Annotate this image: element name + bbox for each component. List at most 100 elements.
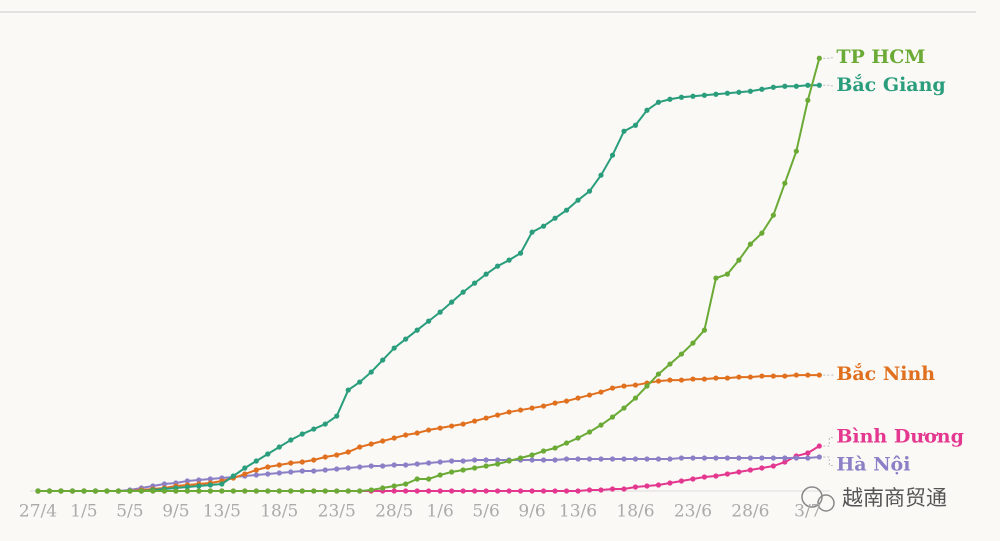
data-point bbox=[207, 482, 213, 488]
data-point bbox=[655, 99, 662, 105]
data-point bbox=[690, 476, 696, 482]
x-tick-label: 13/6 bbox=[559, 502, 597, 522]
data-point bbox=[414, 430, 420, 436]
watermark-icon bbox=[801, 486, 823, 508]
data-point bbox=[747, 241, 753, 247]
data-point bbox=[816, 82, 822, 88]
data-point bbox=[621, 456, 627, 462]
data-point bbox=[805, 455, 811, 461]
data-point bbox=[299, 459, 305, 465]
data-point bbox=[701, 474, 708, 480]
data-point bbox=[713, 455, 719, 461]
data-point bbox=[816, 454, 822, 460]
data-point bbox=[586, 429, 593, 435]
data-point bbox=[495, 263, 501, 269]
data-point bbox=[253, 458, 259, 464]
x-tick-label: 9/5 bbox=[162, 502, 189, 522]
data-point bbox=[552, 445, 558, 451]
data-point bbox=[701, 327, 708, 333]
data-point bbox=[793, 83, 799, 89]
data-point bbox=[575, 435, 581, 441]
data-point bbox=[736, 469, 742, 475]
data-point bbox=[276, 462, 282, 468]
data-point bbox=[747, 467, 753, 473]
series-line bbox=[38, 445, 820, 492]
data-point bbox=[437, 488, 443, 494]
data-point bbox=[115, 488, 122, 494]
data-point bbox=[391, 483, 397, 489]
data-point bbox=[253, 467, 259, 473]
data-point bbox=[609, 414, 616, 420]
label-connector bbox=[823, 57, 835, 59]
label-connector bbox=[823, 456, 835, 467]
data-point bbox=[184, 488, 190, 494]
x-tick-label: 13/5 bbox=[203, 502, 241, 522]
x-tick-label: 5/5 bbox=[116, 502, 143, 522]
data-point bbox=[311, 457, 317, 463]
data-point bbox=[506, 458, 512, 464]
data-point bbox=[540, 448, 547, 454]
data-point bbox=[265, 471, 271, 477]
data-point bbox=[506, 409, 512, 415]
data-point bbox=[575, 456, 581, 462]
data-point bbox=[414, 476, 420, 482]
data-point bbox=[575, 488, 581, 494]
data-point bbox=[311, 468, 317, 474]
data-point bbox=[655, 378, 662, 384]
data-point bbox=[46, 488, 53, 494]
data-point bbox=[644, 107, 650, 113]
data-point bbox=[563, 207, 570, 213]
data-point bbox=[403, 488, 409, 494]
data-point bbox=[299, 468, 305, 474]
data-point bbox=[793, 148, 799, 154]
data-point bbox=[678, 351, 685, 357]
data-point bbox=[472, 280, 478, 286]
x-tick-label: 18/6 bbox=[616, 502, 654, 522]
data-point bbox=[368, 441, 374, 447]
data-point bbox=[713, 91, 719, 97]
data-point bbox=[552, 488, 558, 494]
data-point bbox=[173, 488, 179, 494]
data-point bbox=[701, 92, 708, 98]
data-point bbox=[770, 212, 776, 218]
data-point bbox=[472, 418, 478, 424]
data-point bbox=[242, 465, 248, 471]
data-point bbox=[759, 373, 765, 379]
data-point bbox=[598, 422, 604, 428]
data-point bbox=[403, 432, 409, 438]
data-point bbox=[540, 457, 547, 463]
data-point bbox=[736, 374, 742, 380]
data-point bbox=[644, 483, 650, 489]
data-point bbox=[472, 457, 478, 463]
data-point bbox=[207, 488, 213, 494]
data-point bbox=[472, 488, 478, 494]
data-point bbox=[609, 385, 616, 391]
x-tick-label: 18/5 bbox=[260, 502, 298, 522]
data-point bbox=[563, 488, 570, 494]
data-point bbox=[242, 488, 248, 494]
data-point bbox=[380, 438, 386, 444]
data-point bbox=[724, 471, 731, 477]
data-point bbox=[644, 456, 650, 462]
data-point bbox=[667, 456, 673, 462]
data-point bbox=[609, 152, 616, 158]
data-point bbox=[759, 455, 765, 461]
data-point bbox=[380, 357, 386, 363]
data-point bbox=[724, 90, 731, 96]
data-point bbox=[747, 88, 753, 94]
data-point bbox=[426, 488, 432, 494]
data-point bbox=[621, 405, 627, 411]
data-point bbox=[540, 223, 547, 229]
data-point bbox=[805, 82, 811, 88]
data-point bbox=[265, 464, 271, 470]
data-point bbox=[426, 460, 432, 466]
watermark: 越南商贸通 bbox=[801, 486, 947, 512]
data-point bbox=[713, 473, 719, 479]
x-tick-label: 23/5 bbox=[318, 502, 356, 522]
data-point bbox=[747, 455, 753, 461]
data-point bbox=[288, 488, 294, 494]
data-point bbox=[414, 461, 420, 467]
data-point bbox=[460, 458, 466, 464]
data-point bbox=[495, 412, 501, 418]
data-point bbox=[495, 461, 501, 467]
